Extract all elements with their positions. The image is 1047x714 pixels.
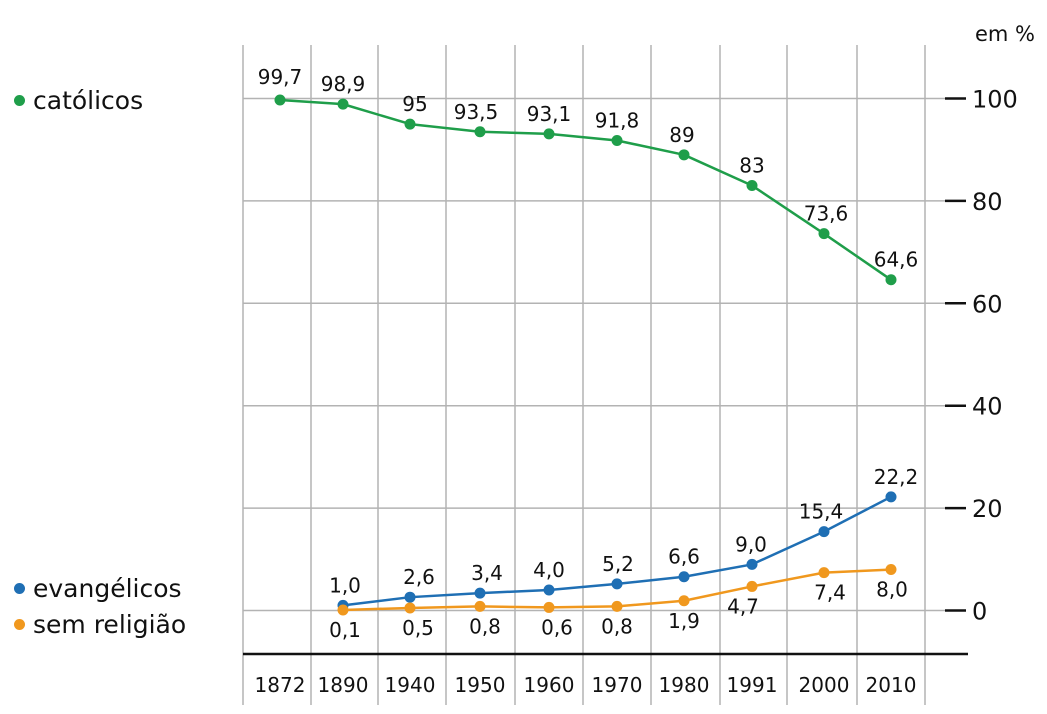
series-2-point-1980 xyxy=(678,595,690,607)
series-1-point-1960 xyxy=(543,584,555,596)
series-0-point-1950 xyxy=(474,126,486,138)
ytick-label-0: 0 xyxy=(972,598,987,626)
series-0-label-1872: 99,7 xyxy=(258,65,303,89)
series-0-point-2000 xyxy=(818,228,830,240)
series-1-point-2010 xyxy=(885,491,897,503)
series-2-label-1950: 0,8 xyxy=(469,614,501,638)
series-0-label-1980: 89 xyxy=(669,123,694,147)
legend-dot-evangelicos xyxy=(14,583,25,594)
series-2-label-2010: 8,0 xyxy=(876,578,908,602)
series-2-label-1991: 4,7 xyxy=(727,594,759,618)
series-0-point-2010 xyxy=(885,274,897,286)
series-1-point-1940 xyxy=(404,591,416,603)
legend-item-catolicos: católicos xyxy=(14,86,143,115)
series-0-point-1890 xyxy=(337,98,349,110)
series-2-point-1940 xyxy=(404,602,416,614)
series-2-point-1950 xyxy=(474,600,486,612)
xtick-label-1890: 1890 xyxy=(318,673,369,697)
ytick-label-80: 80 xyxy=(972,188,1003,216)
series-0-point-1872 xyxy=(274,94,286,106)
ytick-label-20: 20 xyxy=(972,495,1003,523)
series-0-label-1960: 93,1 xyxy=(527,102,572,126)
series-0-label-1991: 83 xyxy=(739,154,764,178)
series-0-label-1950: 93,5 xyxy=(454,100,499,124)
xtick-label-2000: 2000 xyxy=(799,673,850,697)
xtick-label-1940: 1940 xyxy=(385,673,436,697)
vertical-grid xyxy=(242,45,926,705)
series-2-label-1890: 0,1 xyxy=(329,618,361,642)
series-1-label-1960: 4,0 xyxy=(533,558,565,582)
series-0-point-1980 xyxy=(678,149,690,161)
x-tick-labels: 1872 1890 1940 1950 1960 1970 1980 1991 2000 2010 xyxy=(255,673,917,697)
series-2-label-1940: 0,5 xyxy=(402,616,434,640)
legend-dot-catolicos xyxy=(14,95,25,106)
unit-label: em % xyxy=(974,22,1035,46)
series-1-point-1980 xyxy=(678,571,690,583)
legend-label-sem-religiao: sem religião xyxy=(33,610,187,639)
ytick-label-40: 40 xyxy=(972,393,1003,421)
series-2-point-1991 xyxy=(746,580,758,592)
series-0-label-1970: 91,8 xyxy=(595,108,640,132)
series-1-label-2000: 15,4 xyxy=(799,500,844,524)
xtick-label-1872: 1872 xyxy=(255,673,306,697)
series-2-point-2000 xyxy=(818,567,830,579)
series-1-point-2000 xyxy=(818,526,830,538)
series-1-label-1970: 5,2 xyxy=(602,552,634,576)
series-0-point-1970 xyxy=(611,134,623,146)
series-1-label-1980: 6,6 xyxy=(668,545,700,569)
legend-dot-sem-religiao xyxy=(14,619,25,630)
series-2-point-1970 xyxy=(611,600,623,612)
series-line-0 xyxy=(279,98,892,281)
y-tick-labels: 0 20 40 60 80 100 xyxy=(972,86,1018,626)
xtick-label-1991: 1991 xyxy=(727,673,778,697)
series-0-point-1960 xyxy=(543,128,555,140)
legend-item-evangelicos: evangélicos xyxy=(14,574,182,603)
series-1-point-1991 xyxy=(746,558,758,570)
series-2-point-2010 xyxy=(885,564,897,576)
series-2-label-1980: 1,9 xyxy=(668,609,700,633)
xtick-label-2010: 2010 xyxy=(866,673,917,697)
xtick-label-1950: 1950 xyxy=(455,673,506,697)
series-0-label-2010: 64,6 xyxy=(874,248,919,272)
series-1-label-2010: 22,2 xyxy=(874,465,919,489)
series-2-label-1970: 0,8 xyxy=(601,614,633,638)
series-0-label-1940: 95 xyxy=(402,92,427,116)
xtick-label-1980: 1980 xyxy=(659,673,710,697)
data-labels: 99,7 98,9 95 93,5 93,1 91,8 89 83 73,6 64,6 1,0 2,6… xyxy=(258,65,919,642)
series-1-label-1991: 9,0 xyxy=(735,532,767,556)
ytick-label-60: 60 xyxy=(972,290,1003,318)
series-1-point-1950 xyxy=(474,587,486,599)
series-2-point-1960 xyxy=(543,601,555,613)
series-1-label-1940: 2,6 xyxy=(403,565,435,589)
series-2-point-1890 xyxy=(337,604,349,616)
series-layer xyxy=(274,94,897,616)
xtick-label-1970: 1970 xyxy=(592,673,643,697)
ytick-label-100: 100 xyxy=(972,86,1018,114)
series-0-point-1940 xyxy=(404,118,416,130)
series-1-label-1950: 3,4 xyxy=(471,561,503,585)
series-2-label-2000: 7,4 xyxy=(814,581,846,605)
series-2-label-1960: 0,6 xyxy=(541,615,573,639)
series-0-label-1890: 98,9 xyxy=(321,72,366,96)
series-0-label-2000: 73,6 xyxy=(804,202,849,226)
legend-item-sem-religiao: sem religião xyxy=(14,610,186,639)
series-1-point-1970 xyxy=(611,578,623,590)
xtick-label-1960: 1960 xyxy=(524,673,575,697)
legend-label-catolicos: católicos xyxy=(33,86,144,115)
series-1-label-1890: 1,0 xyxy=(329,573,361,597)
legend-label-evangelicos: evangélicos xyxy=(33,574,182,603)
series-0-point-1991 xyxy=(746,180,758,192)
